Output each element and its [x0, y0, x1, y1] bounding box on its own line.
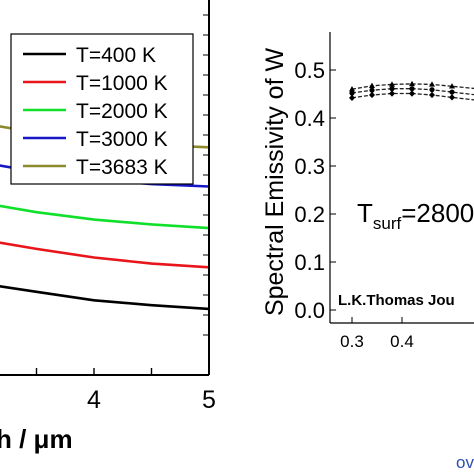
right-marker-0-5: [449, 83, 455, 89]
right-marker-1-3: [409, 86, 415, 92]
left-chart: 4 5 h / μm T=400 K T=1000 K T=2000 K T=3000…: [0, 0, 216, 454]
source-citation-label: L.K.Thomas Jou: [338, 292, 455, 309]
right-y-tick-group: 0.0 0.1 0.2 0.3 0.4 0.5: [294, 58, 336, 323]
right-marker-2-4: [429, 91, 435, 99]
legend-label-4: T=3683 K: [76, 156, 168, 179]
right-y-tick-label-5: 0.5: [294, 58, 325, 83]
right-marker-1-2: [389, 86, 395, 92]
surface-temperature-annotation: Tsurf=2800: [357, 198, 474, 233]
left-series-line-2: [0, 204, 210, 230]
left-x-tick-label-4: 4: [87, 386, 101, 414]
right-marker-2-1: [369, 91, 375, 99]
legend-label-2: T=2000 K: [76, 100, 168, 123]
right-y-axis-label: Spectral Emissivity of W: [261, 48, 289, 317]
right-marker-2-2: [389, 90, 395, 97]
right-y-tick-label-3: 0.3: [294, 154, 325, 179]
legend-entries: T=400 K T=1000 K T=2000 K T=3000 K T=3683 K: [23, 44, 168, 179]
legend-label-1: T=1000 K: [76, 72, 168, 95]
right-y-tick-label-2: 0.2: [294, 202, 325, 227]
legend-label-3: T=3000 K: [76, 128, 168, 151]
left-legend: T=400 K T=1000 K T=2000 K T=3000 K T=3683 K: [10, 33, 194, 185]
annotation-main: T: [357, 198, 373, 228]
right-series-line-1: [351, 88, 474, 96]
left-series-line-0: [0, 285, 210, 311]
right-series-line-2: [351, 92, 474, 101]
right-chart: Spectral Emissivity of W 0.0 0.1 0.2 0.3 0.4…: [261, 32, 474, 351]
right-marker-2-0: [349, 94, 355, 102]
right-y-tick-label-4: 0.4: [294, 106, 325, 131]
right-y-tick-label-0: 0.0: [294, 298, 325, 323]
right-x-tick-label-1: 0.4: [390, 332, 414, 351]
right-marker-1-0: [349, 90, 355, 96]
right-marker-0-1: [369, 82, 375, 89]
legend-label-0: T=400 K: [76, 44, 156, 67]
left-x-axis-label: h / μm: [0, 424, 73, 454]
right-marker-0-4: [429, 81, 435, 87]
right-marker-0-0: [349, 86, 355, 92]
right-marker-2-3: [409, 90, 415, 97]
right-marker-1-5: [449, 89, 455, 95]
right-marker-0-3: [409, 80, 415, 87]
right-marker-0-2: [389, 81, 395, 87]
left-tick-group: [35, 14, 209, 375]
right-marker-1-4: [429, 87, 435, 93]
right-series-group: [349, 80, 474, 102]
right-x-tick-group: 0.30.40.6: [340, 317, 414, 351]
right-series-line-0: [351, 83, 474, 90]
left-series-line-1: [0, 241, 210, 269]
footer-text-fragment: ov: [456, 453, 474, 472]
right-y-tick-label-1: 0.1: [294, 250, 325, 275]
right-marker-1-1: [369, 87, 375, 93]
annotation-subscript: surf: [373, 214, 402, 233]
right-marker-2-5: [449, 94, 455, 101]
right-x-tick-label-0: 0.3: [340, 332, 364, 351]
annotation-rest: =2800: [401, 198, 474, 228]
left-x-tick-label-5: 5: [202, 386, 216, 414]
